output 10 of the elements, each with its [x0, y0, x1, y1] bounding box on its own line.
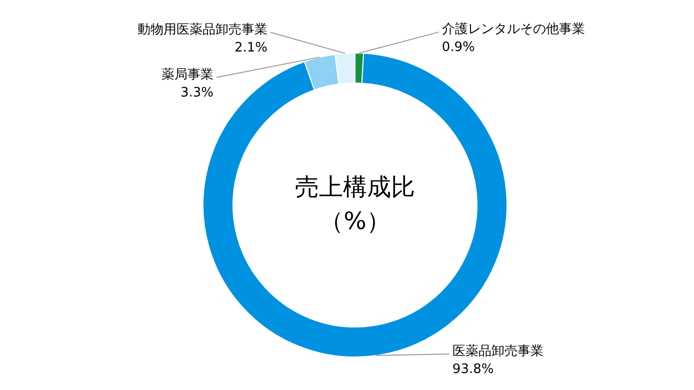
slice-label: 薬局事業: [161, 67, 214, 82]
slice-label: 動物用医薬品卸売事業: [138, 22, 268, 38]
data-label: 0.9%: [442, 40, 475, 56]
slice-label: 介護レンタルその他事業: [442, 22, 585, 38]
data-label: 93.8%: [452, 362, 494, 377]
data-label: 3.3%: [180, 85, 214, 100]
text: 売上構成比: [295, 173, 415, 201]
slice-label: 医薬品卸売事業: [452, 344, 544, 359]
text: （%）: [320, 207, 390, 235]
data-label: 2.1%: [234, 40, 268, 56]
